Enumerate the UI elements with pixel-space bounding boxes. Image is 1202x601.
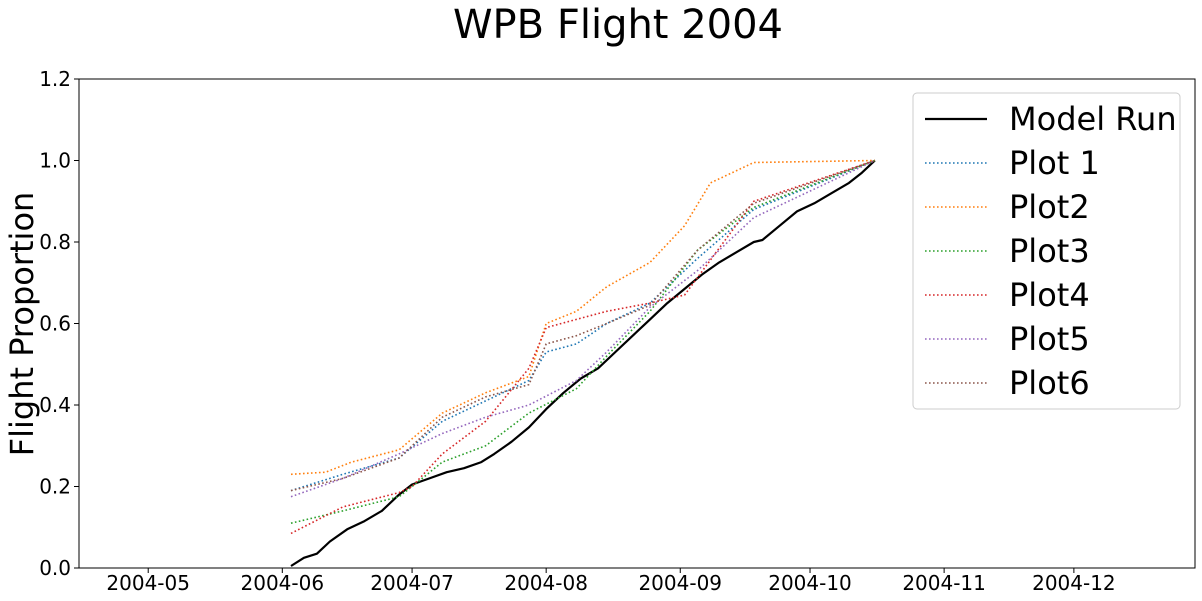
series-line-plot-6 bbox=[290, 159, 876, 492]
x-tick-label: 2004-08 bbox=[504, 571, 588, 595]
chart-title: WPB Flight 2004 bbox=[453, 2, 783, 48]
legend-label: Plot5 bbox=[1009, 320, 1090, 358]
y-tick-label: 1.2 bbox=[39, 67, 71, 91]
x-tick-label: 2004-12 bbox=[1032, 571, 1116, 595]
legend-label: Plot 1 bbox=[1009, 144, 1100, 182]
y-tick-label: 0.8 bbox=[39, 230, 71, 254]
series-line-model-run bbox=[290, 159, 876, 567]
y-tick-label: 0.2 bbox=[39, 475, 71, 499]
x-tick-label: 2004-11 bbox=[902, 571, 986, 595]
legend-label: Plot2 bbox=[1009, 188, 1090, 226]
legend-box bbox=[912, 92, 1181, 410]
legend-label: Plot3 bbox=[1009, 232, 1090, 270]
y-tick-label: 1.0 bbox=[39, 149, 71, 173]
x-tick-label: 2004-06 bbox=[241, 571, 325, 595]
x-tick-label: 2004-10 bbox=[768, 571, 852, 595]
legend-label: Plot4 bbox=[1009, 276, 1090, 314]
x-tick-label: 2004-09 bbox=[638, 571, 722, 595]
legend-label: Plot6 bbox=[1009, 364, 1090, 402]
legend-label: Model Run bbox=[1009, 100, 1177, 138]
y-axis-label: Flight Proportion bbox=[3, 192, 41, 457]
axis-ticks: 2004-05 2004-06 2004-07 2004-08 2004-09 2004-… bbox=[39, 67, 1115, 595]
x-tick-label: 2004-07 bbox=[370, 571, 454, 595]
plot-frame bbox=[78, 78, 1196, 569]
legend: Model Run Plot 1 Plot2 Plot3 Plot4 Plot5 Plot6 bbox=[912, 92, 1181, 410]
x-tick-label: 2004-05 bbox=[106, 571, 190, 595]
y-tick-label: 0.4 bbox=[39, 393, 71, 417]
y-tick-label: 0.6 bbox=[39, 312, 71, 336]
y-tick-label: 0.0 bbox=[39, 556, 71, 580]
plot-series bbox=[290, 159, 876, 567]
